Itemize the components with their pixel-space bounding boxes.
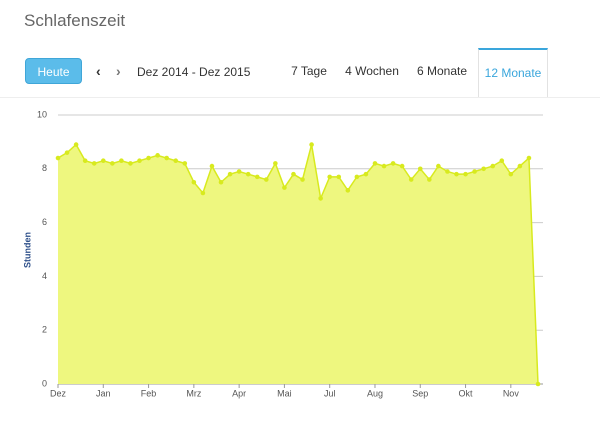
date-range: Dez 2014 - Dez 2015 <box>137 65 251 79</box>
data-point <box>282 185 287 190</box>
data-point <box>155 153 160 158</box>
x-tick-label: Nov <box>503 388 520 398</box>
data-point <box>417 166 423 172</box>
data-point <box>191 179 197 185</box>
data-point <box>273 161 278 166</box>
data-point <box>472 169 477 174</box>
y-tick-label: 6 <box>42 217 47 227</box>
data-point <box>399 163 405 169</box>
data-point <box>209 163 215 169</box>
data-point <box>182 161 188 166</box>
data-point <box>164 155 169 161</box>
y-tick-label: 4 <box>42 271 47 281</box>
data-point <box>300 177 305 182</box>
data-point <box>119 158 124 164</box>
data-point <box>463 171 468 177</box>
data-point <box>427 177 432 182</box>
data-point <box>173 158 179 164</box>
today-button[interactable]: Heute <box>25 58 82 84</box>
data-point <box>454 171 459 177</box>
data-point <box>264 177 269 182</box>
data-point <box>291 171 296 177</box>
x-tick-label: Jul <box>324 388 336 398</box>
data-point <box>363 171 369 177</box>
data-point <box>146 155 151 161</box>
data-point <box>245 171 251 177</box>
data-point <box>327 174 332 180</box>
x-tick-label: Apr <box>232 388 246 398</box>
x-tick-label: Feb <box>141 388 157 398</box>
x-tick-label: Dez <box>50 388 67 398</box>
x-tick-label: Sep <box>412 388 428 398</box>
data-point <box>82 158 88 164</box>
page-title: Schlafenszeit <box>24 11 126 30</box>
x-tick-label: Jan <box>96 388 111 398</box>
y-tick-label: 0 <box>42 378 47 388</box>
data-point <box>236 169 242 174</box>
data-point <box>227 171 233 177</box>
y-tick-label: 2 <box>42 325 47 335</box>
data-point <box>508 171 514 177</box>
data-point <box>535 381 541 387</box>
range-tab[interactable]: 6 Monate <box>416 64 468 78</box>
data-point <box>481 166 486 172</box>
data-point <box>390 161 396 166</box>
data-point <box>137 158 142 164</box>
data-point <box>517 163 523 169</box>
data-point <box>73 142 79 147</box>
range-tab[interactable]: 12 Monate <box>478 48 548 97</box>
data-point <box>64 150 70 155</box>
data-point <box>200 190 206 196</box>
data-point <box>55 155 61 161</box>
data-point <box>318 196 323 201</box>
header-rule <box>0 97 600 98</box>
data-point <box>490 163 496 169</box>
data-point <box>128 161 133 166</box>
y-tick-label: 8 <box>42 163 47 173</box>
data-point <box>309 142 314 147</box>
x-tick-label: Mai <box>277 388 292 398</box>
x-tick-label: Okt <box>459 388 474 398</box>
y-axis-label: Stunden <box>22 232 32 268</box>
range-tab[interactable]: 4 Wochen <box>345 64 399 78</box>
area-fill <box>58 144 538 384</box>
data-point <box>218 179 224 185</box>
data-point <box>336 174 342 180</box>
data-point <box>354 174 360 180</box>
next-arrow[interactable]: › <box>116 63 121 79</box>
data-point <box>110 161 115 166</box>
y-tick-label: 10 <box>37 109 47 119</box>
data-point <box>372 161 378 166</box>
data-point <box>436 163 441 169</box>
data-point <box>408 177 414 182</box>
x-tick-label: Aug <box>367 388 383 398</box>
data-point <box>381 163 387 169</box>
data-point <box>526 155 532 161</box>
data-point <box>345 188 351 193</box>
data-point <box>499 158 505 164</box>
x-tick-label: Mrz <box>186 388 201 398</box>
data-point <box>445 169 450 174</box>
data-point <box>254 174 260 180</box>
range-tab[interactable]: 7 Tage <box>291 64 327 78</box>
prev-arrow[interactable]: ‹ <box>96 63 101 79</box>
data-point <box>100 158 106 164</box>
data-point <box>91 161 97 166</box>
